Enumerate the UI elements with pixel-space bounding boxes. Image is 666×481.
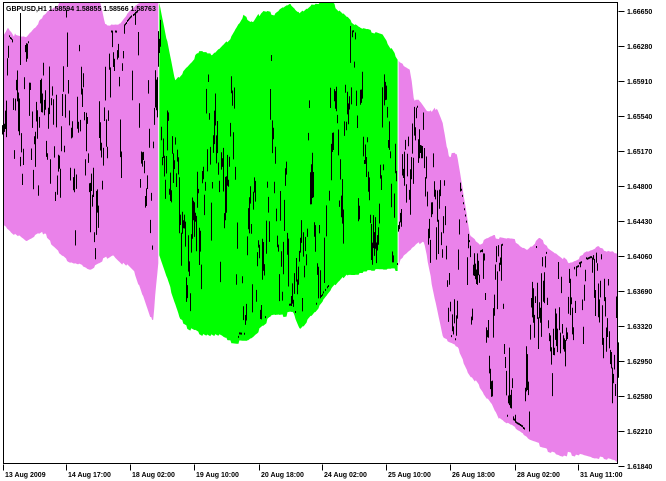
- svg-text:1.61840: 1.61840: [627, 464, 652, 471]
- svg-text:20 Aug 18:00: 20 Aug 18:00: [261, 472, 304, 479]
- svg-text:1.64430: 1.64430: [627, 219, 652, 226]
- svg-text:14 Aug 17:00: 14 Aug 17:00: [68, 472, 111, 479]
- svg-text:1.63690: 1.63690: [627, 289, 652, 296]
- svg-text:31 Aug 11:00: 31 Aug 11:00: [580, 472, 623, 479]
- svg-text:1.64800: 1.64800: [627, 184, 652, 191]
- svg-text:19 Aug 10:00: 19 Aug 10:00: [196, 472, 239, 479]
- svg-text:28 Aug 02:00: 28 Aug 02:00: [517, 472, 560, 479]
- svg-text:1.62950: 1.62950: [627, 359, 652, 366]
- svg-text:1.63320: 1.63320: [627, 324, 652, 331]
- svg-text:GBPUSD,H1 1.58594 1.58855 1.5: GBPUSD,H1 1.58594 1.58855 1.58566 1.5876…: [6, 6, 156, 13]
- svg-text:1.62580: 1.62580: [627, 394, 652, 401]
- svg-text:13 Aug 2009: 13 Aug 2009: [5, 472, 46, 479]
- svg-text:1.64060: 1.64060: [627, 254, 652, 261]
- svg-text:25 Aug 10:00: 25 Aug 10:00: [388, 472, 431, 479]
- svg-text:1.65540: 1.65540: [627, 114, 652, 121]
- svg-text:1.62210: 1.62210: [627, 429, 652, 436]
- svg-text:18 Aug 02:00: 18 Aug 02:00: [132, 472, 175, 479]
- svg-text:1.65910: 1.65910: [627, 79, 652, 86]
- svg-text:1.66280: 1.66280: [627, 44, 652, 51]
- svg-text:26 Aug 18:00: 26 Aug 18:00: [452, 472, 495, 479]
- svg-text:1.66650: 1.66650: [627, 9, 652, 16]
- svg-text:24 Aug 02:00: 24 Aug 02:00: [324, 472, 367, 479]
- svg-text:1.65170: 1.65170: [627, 149, 652, 156]
